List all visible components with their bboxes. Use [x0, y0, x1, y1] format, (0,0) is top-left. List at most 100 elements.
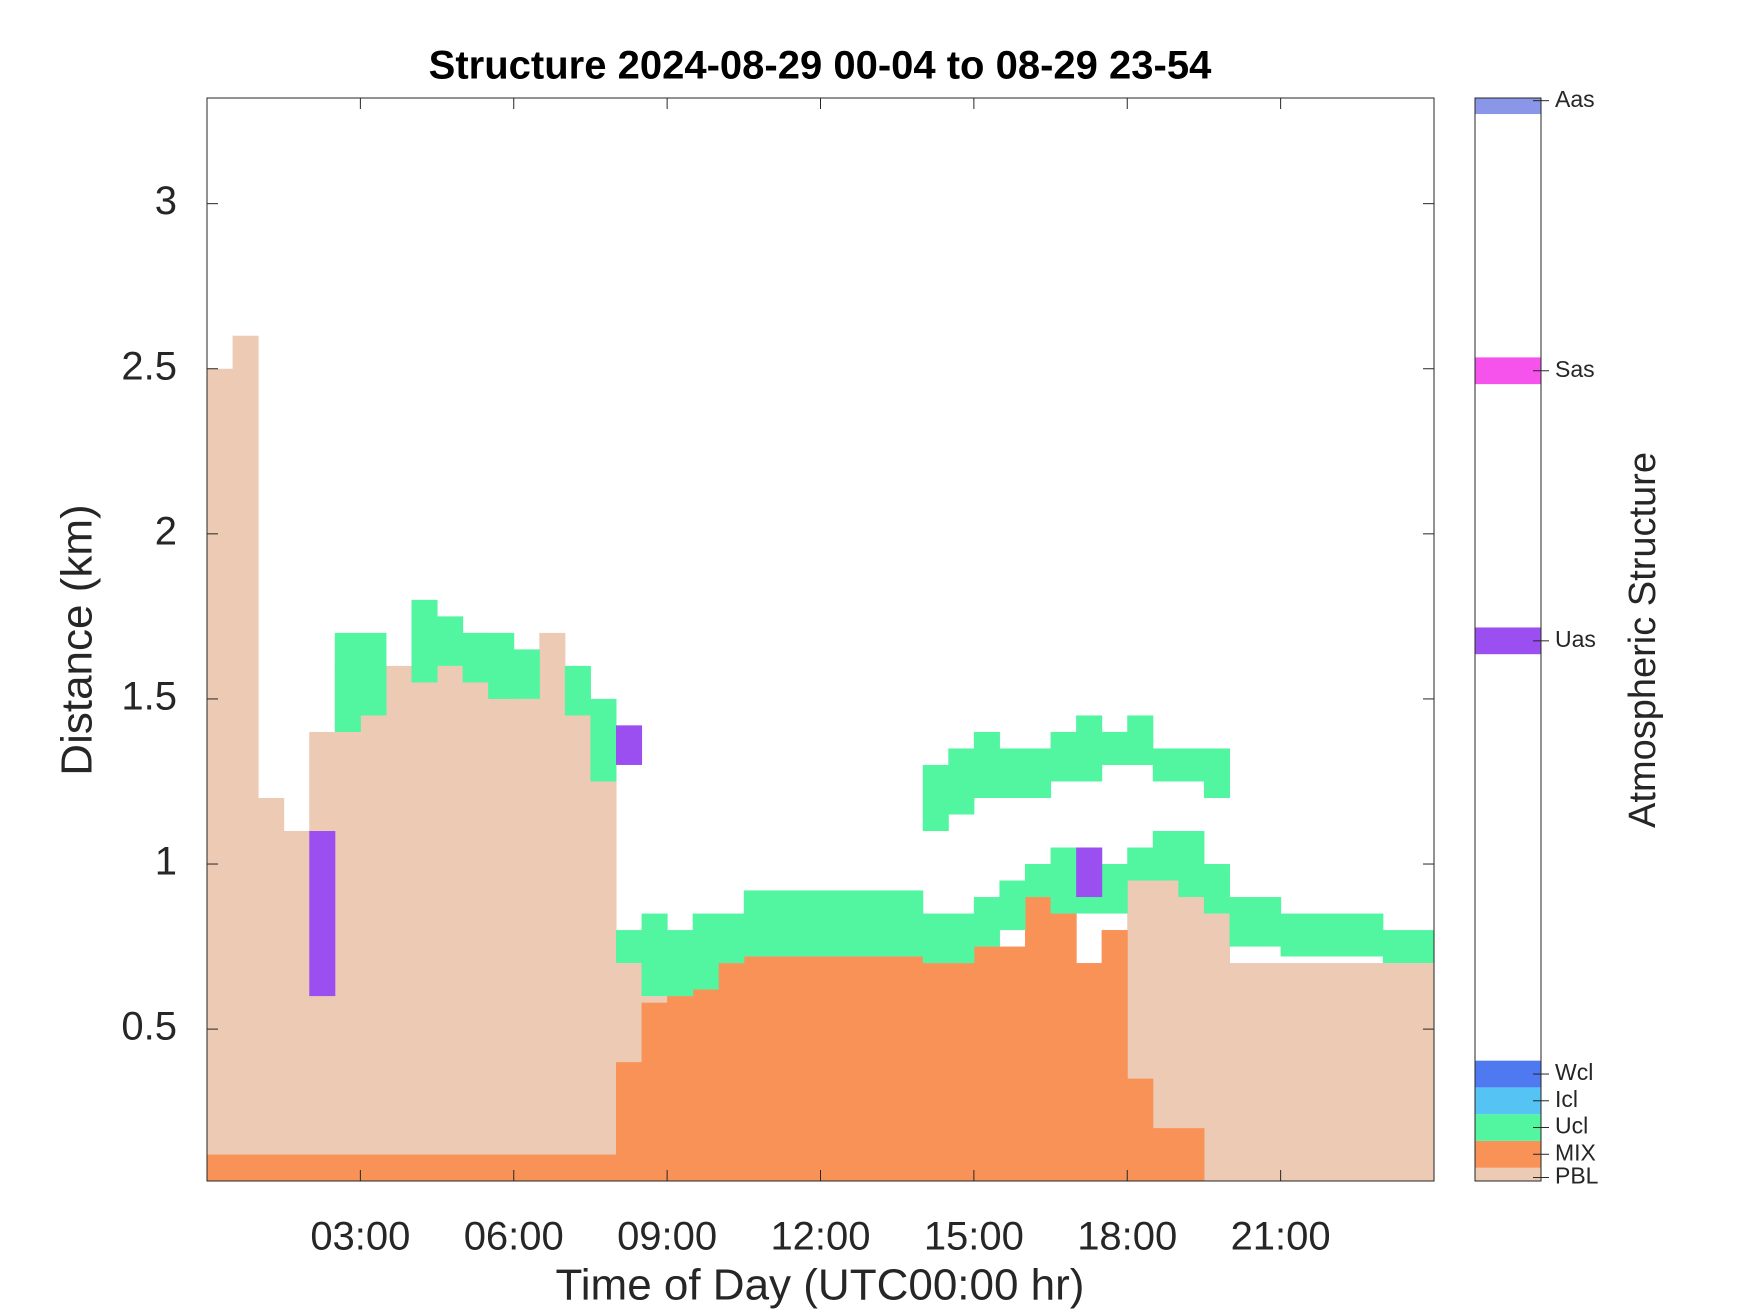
layer-cell	[1203, 748, 1230, 798]
layer-cell	[999, 946, 1026, 1181]
layer-cell	[871, 956, 898, 1181]
layer-cell	[539, 632, 566, 1181]
layer-cell	[667, 930, 694, 997]
colorbar-tick-label: MIX	[1555, 1139, 1596, 1165]
layer-cell	[794, 890, 821, 957]
layer-cell	[999, 748, 1026, 798]
layer-cell	[462, 632, 489, 1181]
layer-cell	[283, 831, 310, 1181]
layer-cell	[616, 1062, 643, 1181]
layer-cell	[334, 1154, 361, 1181]
layer-cell	[411, 1154, 438, 1181]
layer-cell	[1152, 1128, 1179, 1181]
layer-cell	[539, 1154, 566, 1181]
colorbar-frame	[1474, 97, 1542, 1182]
layer-cell	[564, 665, 591, 716]
layer-cell	[820, 956, 847, 1181]
layer-cell	[1127, 715, 1154, 765]
layer-cell	[411, 599, 438, 683]
layer-cell	[309, 831, 336, 997]
layer-cell	[1178, 1128, 1205, 1181]
colorbar-tick-label: Icl	[1555, 1086, 1578, 1112]
layer-cell	[743, 956, 770, 1181]
x-tick-label: 18:00	[1077, 1215, 1177, 1259]
layer-cell	[846, 956, 873, 1181]
layer-cell	[871, 890, 898, 957]
layer-cell	[1255, 897, 1282, 947]
layer-cell	[692, 913, 719, 990]
layer-cell	[385, 665, 412, 1181]
layer-cell	[718, 963, 745, 1181]
layer-cell	[1203, 913, 1230, 1181]
layer-cell	[973, 946, 1000, 1181]
layer-cell	[437, 616, 464, 666]
x-tick-label: 03:00	[310, 1215, 410, 1259]
layer-cell	[743, 890, 770, 957]
layer-cell	[1306, 963, 1333, 1181]
layer-cell	[1050, 847, 1077, 914]
colorbar-tick-label: Wcl	[1555, 1059, 1593, 1085]
layer-cell	[207, 1154, 234, 1181]
layer-cell	[1382, 963, 1409, 1181]
layer-cell	[973, 897, 1000, 947]
layer-cell	[258, 1154, 285, 1181]
layer-cell	[769, 890, 796, 957]
layer-cell	[488, 1154, 515, 1181]
layer-cell	[385, 1154, 412, 1181]
layer-cell	[948, 913, 975, 964]
layer-cell	[360, 1154, 387, 1181]
layer-cell	[1408, 930, 1435, 964]
x-tick-label: 15:00	[924, 1215, 1024, 1259]
layer-cell	[1101, 930, 1128, 1181]
layer-cell	[1152, 748, 1179, 782]
colorbar-tick-label: Uas	[1555, 626, 1596, 652]
layer-cell	[922, 764, 949, 832]
y-tick-label: 2.5	[121, 344, 177, 388]
layer-cell	[207, 368, 234, 1181]
y-axis-label: Distance (km)	[53, 504, 102, 775]
layer-cell	[1050, 731, 1077, 782]
layer-cell	[1127, 1078, 1154, 1181]
layer-cell	[437, 665, 464, 1181]
layer-cell	[922, 913, 949, 964]
y-tick-label: 2	[155, 509, 177, 553]
layer-cell	[360, 698, 387, 1181]
colorbar-band	[1475, 1114, 1541, 1141]
layer-cell	[948, 748, 975, 815]
layer-cell	[846, 890, 873, 957]
layer-cell	[667, 996, 694, 1181]
colorbar-band	[1475, 627, 1541, 655]
y-tick-label: 1.5	[121, 674, 177, 718]
layer-cell	[488, 632, 515, 699]
layer-cell	[820, 890, 847, 957]
layer-cell	[1025, 897, 1052, 1181]
x-tick-label: 06:00	[464, 1215, 564, 1259]
layer-cell	[692, 989, 719, 1181]
layer-cell	[564, 698, 591, 1181]
layer-cell	[1331, 913, 1358, 957]
layer-cell	[1357, 963, 1384, 1181]
layer-cell	[360, 632, 387, 716]
layer-cell	[1076, 715, 1103, 782]
layer-cell	[488, 682, 515, 1181]
colorbar-band	[1475, 1140, 1541, 1168]
layer-cell	[513, 649, 540, 699]
colorbar-tick-label: PBL	[1555, 1163, 1599, 1189]
layer-cell	[309, 1154, 336, 1181]
layer-cell	[513, 698, 540, 1181]
layer-cell	[1178, 748, 1205, 782]
layer-cell	[334, 665, 361, 1181]
colorbar-band	[1475, 357, 1541, 385]
layer-cell	[1025, 748, 1052, 798]
layer-cell	[1229, 897, 1256, 947]
layer-cell	[794, 956, 821, 1181]
x-tick-label: 12:00	[770, 1215, 870, 1259]
colorbar-tick-label: Aas	[1555, 86, 1595, 112]
layer-cell	[437, 1154, 464, 1181]
layer-cell	[948, 963, 975, 1181]
layer-cell	[1025, 864, 1052, 898]
y-tick-label: 3	[155, 179, 177, 223]
layer-cell	[1382, 930, 1409, 964]
layer-cell	[564, 1154, 591, 1181]
